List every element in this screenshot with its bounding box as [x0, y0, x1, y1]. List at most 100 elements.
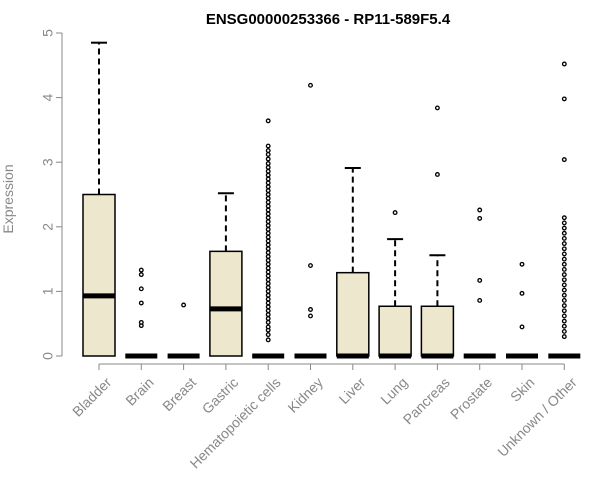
outlier-point — [561, 313, 567, 319]
outlier-point — [265, 277, 271, 283]
box-rect — [420, 305, 455, 357]
x-tick-label: Liver — [335, 374, 368, 407]
box-bladder — [82, 41, 116, 357]
outlier-point — [265, 254, 271, 259]
outlier-point — [265, 118, 271, 124]
outlier-point — [265, 230, 271, 236]
outlier-point — [561, 282, 567, 288]
outlier-point — [265, 234, 271, 240]
outlier-point — [265, 269, 271, 275]
box-rect — [82, 193, 116, 357]
outlier-point — [561, 215, 567, 221]
y-tick-label: 4 — [40, 93, 56, 101]
outlier-point — [265, 148, 271, 154]
outlier-point — [561, 230, 567, 236]
box-brain — [125, 267, 158, 359]
outlier-point — [265, 164, 271, 170]
box-gastric — [209, 192, 243, 357]
x-tick-label: Prostate — [447, 374, 495, 422]
y-tick-label: 2 — [40, 223, 56, 231]
outlier-point — [561, 318, 567, 324]
x-tick-label: Unknown / Other — [494, 374, 580, 460]
outlier-point — [265, 265, 271, 271]
box-unknown-other — [548, 61, 581, 359]
outlier-point — [265, 223, 271, 228]
outlier-point — [561, 96, 567, 102]
outlier-point — [265, 143, 271, 149]
outlier-point — [265, 192, 271, 197]
outlier-point — [561, 272, 567, 278]
outlier-point — [265, 195, 271, 201]
outlier-point — [561, 287, 567, 293]
outlier-point — [561, 292, 567, 298]
x-tick-label: Brain — [122, 374, 156, 408]
outlier-point — [265, 332, 271, 338]
box-prostate — [463, 207, 496, 359]
outlier-point — [265, 296, 271, 302]
outlier-point — [265, 211, 271, 217]
box-skin — [506, 261, 538, 359]
outlier-point — [265, 168, 271, 174]
outlier-point — [265, 172, 271, 178]
outlier-point — [477, 215, 483, 221]
outlier-point — [265, 184, 271, 190]
outlier-point — [519, 290, 525, 296]
outlier-point — [477, 277, 483, 283]
box-hematopoietic-cells — [252, 118, 285, 359]
outlier-point — [561, 157, 567, 163]
outlier-point — [434, 172, 440, 177]
outlier-point — [561, 61, 567, 67]
chart-title: ENSG00000253366 - RP11-589F5.4 — [206, 11, 451, 28]
outlier-point — [561, 277, 567, 283]
outlier-point — [138, 319, 144, 325]
outlier-point — [561, 246, 567, 252]
box-rect — [209, 250, 243, 357]
outlier-point — [265, 292, 271, 298]
box-liver — [336, 167, 370, 359]
outlier-point — [138, 300, 144, 306]
outlier-point — [561, 323, 567, 329]
outlier-point — [561, 297, 567, 303]
y-tick-label: 0 — [40, 352, 56, 360]
outlier-point — [265, 257, 271, 263]
outlier-point — [265, 319, 271, 325]
outlier-point — [265, 226, 271, 232]
outlier-point — [561, 225, 567, 231]
box-pancreas — [420, 105, 455, 359]
x-tick-label: Lung — [377, 374, 410, 407]
outlier-point — [561, 334, 567, 340]
outlier-point — [265, 312, 271, 318]
outlier-point — [265, 203, 271, 209]
y-tick-label: 3 — [40, 158, 56, 166]
y-axis: 0 1 2 3 4 5 — [40, 29, 63, 360]
outlier-point — [265, 215, 271, 221]
outlier-point — [265, 176, 271, 182]
outlier-point — [265, 219, 271, 225]
outlier-point — [561, 241, 567, 247]
x-tick-label: Kidney — [284, 374, 326, 416]
outlier-point — [308, 313, 313, 319]
outlier-point — [561, 256, 567, 262]
outlier-point — [265, 246, 271, 252]
outlier-point — [434, 105, 440, 111]
outlier-point — [265, 304, 271, 310]
outlier-point — [138, 272, 144, 278]
outlier-point — [265, 188, 271, 194]
outlier-point — [265, 337, 271, 343]
outlier-point — [265, 242, 271, 248]
outlier-point — [265, 300, 271, 306]
outlier-point — [265, 285, 271, 290]
outlier-point — [265, 250, 271, 256]
outlier-point — [265, 281, 271, 287]
outlier-point — [265, 308, 271, 314]
y-tick-label: 1 — [40, 287, 56, 295]
box-rect — [378, 305, 412, 357]
outlier-point — [561, 251, 567, 257]
outlier-point — [265, 238, 271, 244]
x-tick-label: Bladder — [69, 374, 115, 420]
outlier-point — [265, 161, 271, 166]
outlier-point — [265, 273, 271, 279]
x-tick-label: Pancreas — [400, 374, 453, 427]
